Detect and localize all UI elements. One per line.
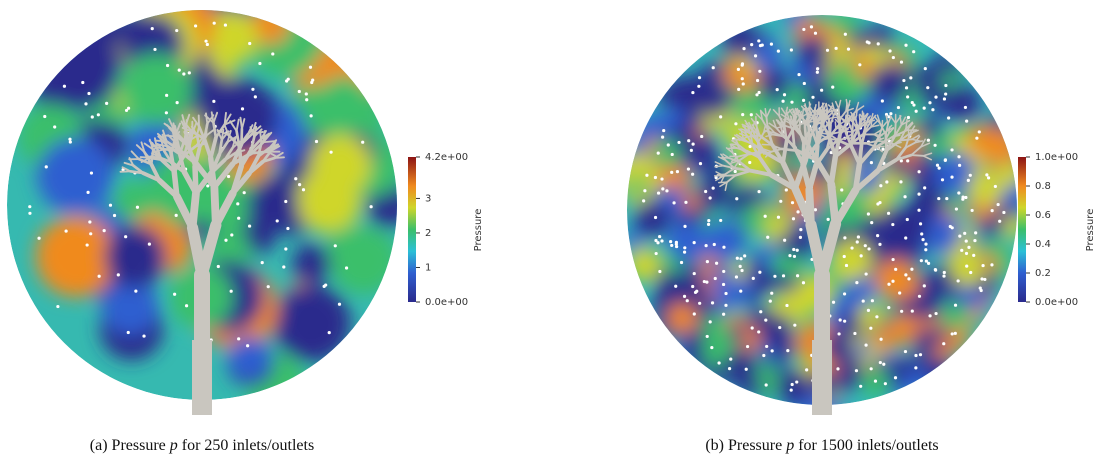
colorbar-tick-label: 3 [425, 193, 431, 204]
caption-before: Pressure [728, 437, 782, 454]
colorbar-tick-label: 0.2 [1035, 268, 1051, 279]
colorbar [1018, 157, 1026, 302]
caption-variable: p [169, 437, 178, 454]
caption-before: Pressure [112, 437, 166, 454]
caption-after: for 250 inlets/outlets [182, 437, 314, 454]
colorbar-tick-label: 0.6 [1035, 210, 1051, 221]
caption-after: for 1500 inlets/outlets [798, 437, 938, 454]
caption-label: (a) [90, 437, 108, 454]
colorbar-tick-label: 2 [425, 228, 431, 239]
colorbar-tick-label: 1 [425, 262, 431, 273]
colorbar-tick-label: 0.0e+00 [1035, 297, 1078, 308]
caption: (b) Pressure p for 1500 inlets/outlets [705, 437, 938, 454]
colorbar-tick-label: 4.2e+00 [425, 152, 468, 163]
caption: (a) Pressure p for 250 inlets/outlets [90, 437, 314, 454]
colorbar-tick-label: 0.8 [1035, 181, 1051, 192]
colorbar-tick-label: 0.4 [1035, 239, 1051, 250]
figure: 4.2e+003210.0e+00Pressure(a) Pressure p … [0, 0, 1099, 467]
colorbar-tick-label: 0.0e+00 [425, 297, 468, 308]
colorbar-tick-label: 1.0e+00 [1035, 152, 1078, 163]
caption-label: (b) [705, 437, 724, 454]
colorbar-label: Pressure [1085, 209, 1096, 252]
caption-variable: p [785, 437, 794, 454]
colorbar [408, 157, 416, 302]
colorbar-label: Pressure [473, 209, 484, 252]
